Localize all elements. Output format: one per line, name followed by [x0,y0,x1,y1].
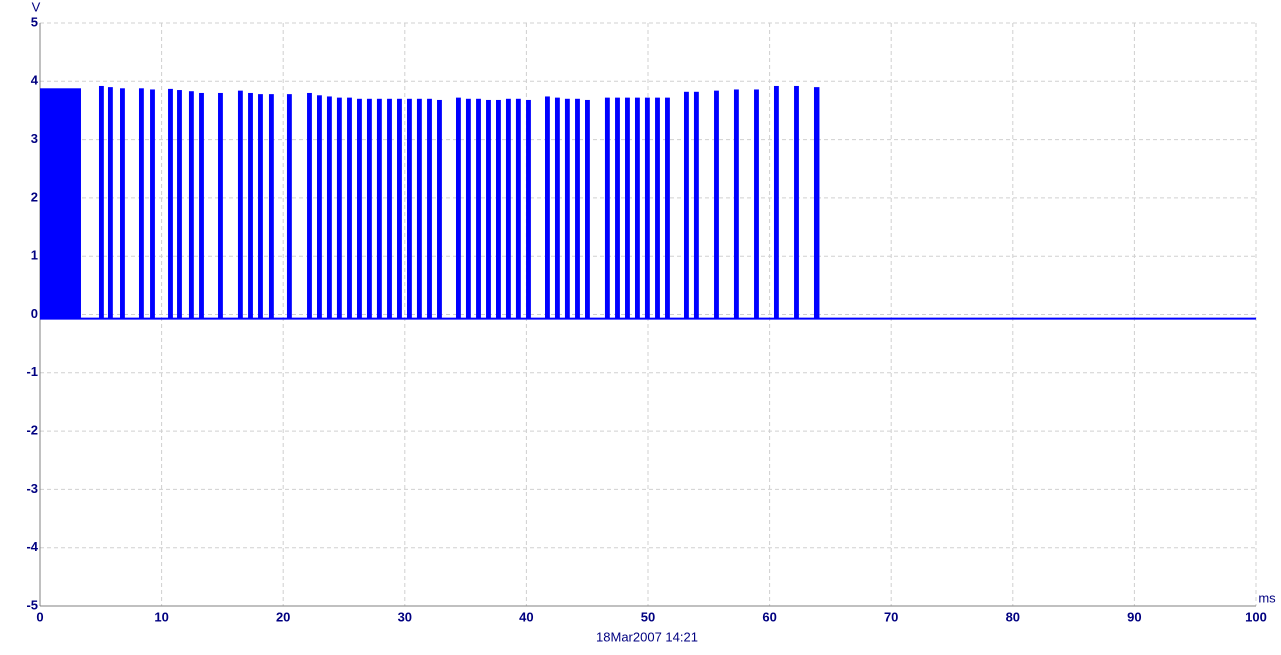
y-tick-label: 1 [31,248,38,263]
x-axis-unit: ms [1258,590,1276,605]
burst [733,89,739,319]
burst [387,98,392,319]
y-tick-label: 4 [31,73,39,88]
burst [199,92,204,319]
timestamp: 18Mar2007 14:21 [596,629,698,644]
burst [258,94,263,319]
burst [496,99,501,319]
burst [237,90,243,319]
y-tick-label: -3 [26,481,38,496]
burst [554,97,560,319]
burst [218,92,223,319]
burst [585,99,590,319]
burst [107,87,113,319]
x-tick-label: 100 [1245,609,1267,624]
burst [357,98,362,319]
burst [575,98,580,319]
x-tick-label: 0 [36,609,43,624]
x-tick-label: 40 [519,609,533,624]
x-tick-label: 10 [154,609,168,624]
burst [366,98,372,319]
burst [665,97,670,319]
y-tick-label: -2 [26,423,38,438]
burst [437,99,442,319]
burst [307,92,312,319]
burst [40,88,81,319]
burst [188,91,194,319]
burst [268,94,274,319]
burst [813,87,820,319]
burst [177,90,182,319]
y-axis-unit: V [32,0,41,14]
x-tick-label: 50 [641,609,655,624]
burst [397,98,402,319]
burst [714,90,719,319]
burst [604,97,610,319]
burst [138,88,144,319]
burst [794,85,799,319]
burst [248,92,253,319]
burst [486,99,491,319]
burst [120,88,125,319]
burst [693,91,699,319]
x-tick-label: 90 [1127,609,1141,624]
burst [406,98,412,319]
burst [505,98,511,319]
burst [773,85,779,319]
y-tick-label: 5 [31,14,38,29]
burst [644,97,650,319]
y-tick-label: -1 [26,364,38,379]
x-tick-label: 30 [398,609,412,624]
burst [150,89,155,319]
burst [416,98,422,319]
burst [683,91,689,319]
y-tick-label: 2 [31,189,38,204]
burst [634,97,640,319]
burst [347,97,352,319]
burst [515,98,521,319]
burst [754,89,759,319]
burst [376,98,382,319]
burst [615,97,620,319]
burst [465,98,471,319]
burst [526,99,531,319]
burst [625,97,630,319]
burst [98,85,104,319]
x-tick-label: 60 [762,609,776,624]
x-tick-label: 20 [276,609,290,624]
burst [655,97,660,319]
burst [286,94,292,319]
x-tick-label: 70 [884,609,898,624]
burst [427,98,432,319]
burst [455,97,461,319]
burst [336,97,342,319]
burst [545,96,550,319]
burst [168,88,173,319]
burst [476,98,481,319]
y-tick-label: -4 [26,539,38,554]
burst [317,95,322,319]
burst [564,98,570,319]
y-tick-label: 0 [31,306,38,321]
y-tick-label: 3 [31,131,38,146]
x-tick-label: 80 [1006,609,1020,624]
burst [326,96,332,319]
y-tick-label: -5 [26,597,38,612]
